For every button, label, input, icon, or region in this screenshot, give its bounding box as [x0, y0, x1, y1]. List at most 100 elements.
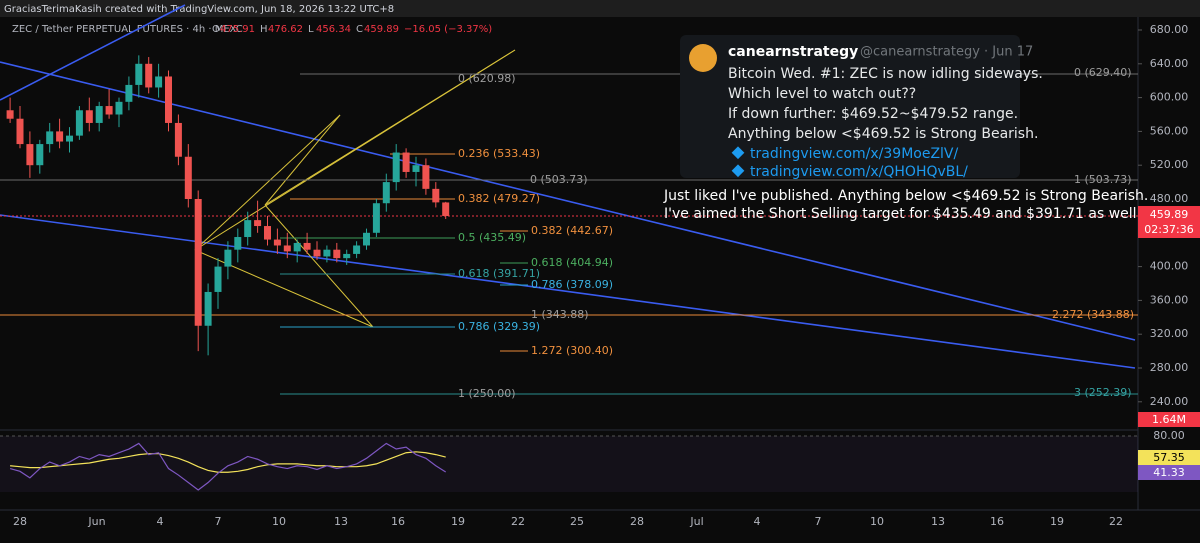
fib-labels: 0 (620.98) 0.236 (533.43) 0.382 (479.27)…	[458, 66, 1134, 400]
annotation: I've aimed the Short Selling target for …	[664, 206, 1141, 222]
candle-body	[26, 144, 34, 166]
candle-body	[145, 63, 153, 88]
time-tick-label: 28	[13, 515, 27, 528]
fib-label: 0.618 (404.94)	[531, 256, 613, 269]
candle-body	[16, 118, 24, 145]
candle-body	[432, 188, 440, 203]
avatar	[689, 44, 717, 72]
candle-body	[234, 237, 242, 250]
fib-label: 2.272 (343.88)	[1052, 308, 1134, 321]
fib-label: 0.786 (329.39)	[458, 320, 540, 333]
candle-body	[254, 220, 262, 227]
time-tick-label: 16	[990, 515, 1004, 528]
rsi-tag	[1138, 465, 1200, 480]
price-tick-label: 560.00	[1150, 124, 1189, 137]
price-tick-label: 240.00	[1150, 395, 1189, 408]
candle-body	[174, 122, 182, 157]
candle-body	[46, 131, 54, 145]
rsi-level: 80.00	[1153, 429, 1185, 442]
candle-body	[155, 76, 163, 88]
candle-body	[36, 144, 44, 166]
candle-body	[363, 232, 370, 246]
candle-body	[135, 63, 143, 85]
ohlc-value: 476.62	[268, 24, 303, 35]
credit: GraciasTerimaKasih created with TradingV…	[4, 4, 394, 15]
candle-body	[372, 203, 380, 233]
candle-body	[56, 131, 64, 142]
price-pane	[6, 55, 450, 356]
tweet-name[interactable]: canearnstrategy	[728, 44, 858, 60]
price-tick-label: 280.00	[1150, 361, 1189, 374]
last-price-tag	[1138, 206, 1200, 238]
trend-line	[0, 4, 186, 101]
candle-body	[194, 199, 202, 326]
fib-label: 0.786 (378.09)	[531, 278, 613, 291]
price-tick-label: 640.00	[1150, 57, 1189, 70]
candle-body	[244, 220, 252, 238]
timer: 02:37:36	[1144, 223, 1193, 236]
tweet-handle: @canearnstrategy · Jun 17	[860, 45, 1033, 60]
fan-line	[264, 49, 516, 206]
time-tick-label: 4	[157, 515, 164, 528]
time-tick-label: 13	[334, 515, 348, 528]
fan-line	[264, 204, 374, 328]
time-tick-label: 28	[630, 515, 644, 528]
candle-body	[6, 110, 14, 119]
candle-body	[66, 135, 73, 142]
price-tick-label: 480.00	[1150, 192, 1189, 205]
candle-body	[184, 156, 192, 199]
rsi-ma-line	[10, 451, 446, 473]
price-tick-label: 680.00	[1150, 23, 1189, 36]
ohlc-change: −16.05 (−3.37%)	[404, 24, 492, 35]
trend-lines	[0, 4, 1136, 369]
candle-body	[85, 110, 93, 123]
ohlc-key: L	[308, 24, 314, 35]
candle-body	[293, 242, 301, 252]
rsi-ma-tag	[1138, 450, 1200, 465]
candle-body	[75, 110, 83, 136]
time-tick-label: 13	[931, 515, 945, 528]
ohlc-key: H	[260, 24, 268, 35]
candle-body	[392, 152, 400, 183]
symbol-name: ZEC / Tether PERPETUAL FUTURES · 4h · ME…	[12, 24, 243, 35]
candle-body	[273, 239, 281, 246]
tweet-line: If down further: $469.52~$479.52 range.	[728, 106, 1018, 122]
time-tick-label: 19	[1050, 515, 1064, 528]
time-tick-label: 7	[815, 515, 822, 528]
fib-label: 0.236 (533.43)	[458, 147, 540, 160]
tweet-link[interactable]: tradingview.com/x/39MoeZlV/	[750, 146, 959, 162]
fib-label: 0 (620.98)	[458, 72, 516, 85]
candle-body	[333, 249, 341, 259]
time-tick-label: 25	[570, 515, 584, 528]
candle-body	[204, 291, 212, 326]
fib-label: 1 (250.00)	[458, 387, 516, 400]
fib-label: 1.272 (300.40)	[531, 344, 613, 357]
candle-body	[402, 152, 410, 172]
rsi-label: 41.33	[1153, 466, 1185, 479]
candle-body	[412, 165, 420, 172]
rsi-ma-label: 57.35	[1153, 451, 1185, 464]
time-tick-label: 16	[391, 515, 405, 528]
candle-body	[224, 249, 232, 267]
time-tick-label: Jul	[689, 515, 703, 528]
candle-body	[353, 245, 361, 254]
price-tick-label: 600.00	[1150, 91, 1189, 104]
tweet-line: Anything below <$469.52 is Strong Bearis…	[728, 126, 1038, 142]
time-tick-label: 10	[272, 515, 286, 528]
fib-label: 3 (252.39)	[1074, 386, 1132, 399]
price-tick-label: 360.00	[1150, 293, 1189, 306]
candle-body	[105, 106, 113, 115]
rsi-band	[0, 436, 1138, 492]
volume-tag	[1138, 412, 1200, 427]
time-tick-label: 4	[754, 515, 761, 528]
candle-body	[95, 106, 103, 123]
tweet-link[interactable]: tradingview.com/x/QHOHQvBL/	[750, 164, 968, 180]
time-tick-label: Jun	[87, 515, 105, 528]
candle-body	[422, 165, 430, 189]
tweet-background	[680, 35, 1020, 178]
candle-body	[343, 253, 351, 259]
ohlc-key: O	[212, 24, 220, 35]
trend-line	[0, 214, 1136, 369]
candle-body	[264, 226, 271, 240]
